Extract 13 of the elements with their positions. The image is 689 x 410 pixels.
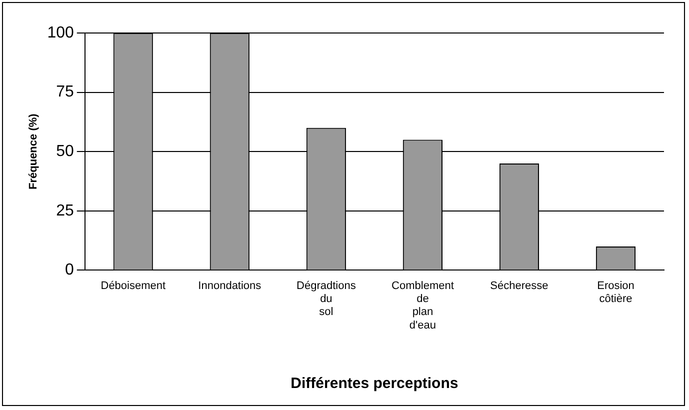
x-axis-title: Différentes perceptions	[290, 375, 458, 392]
y-tick-label: 75	[56, 84, 74, 101]
y-tick-label: 0	[64, 262, 74, 279]
y-tick-label: 25	[56, 202, 74, 220]
y-axis-title: Fréquence (%)	[28, 113, 40, 190]
x-tick-label: Innondations	[198, 280, 262, 292]
x-tick-label: Sécheresse	[490, 280, 548, 292]
x-tick-label: Dégradtions du sol	[296, 280, 356, 318]
y-tick-label: 100	[47, 24, 74, 42]
x-tick-label: Erosion côtière	[597, 280, 634, 306]
x-tick-label: Déboisement	[100, 280, 166, 292]
y-tick-label: 50	[56, 143, 74, 160]
x-tick-label: Comblement de plan d'eau	[392, 280, 454, 332]
